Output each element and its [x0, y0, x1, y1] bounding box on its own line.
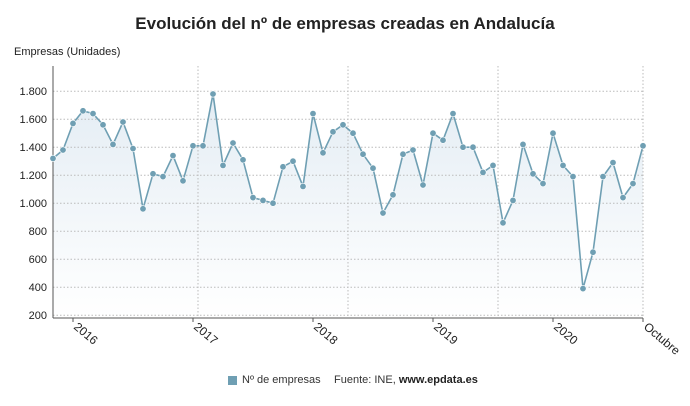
- data-point: [69, 119, 77, 127]
- source-note: Fuente: INE, www.epdata.es: [334, 374, 478, 386]
- data-point: [469, 143, 477, 151]
- data-point: [499, 219, 507, 227]
- data-point: [509, 196, 517, 204]
- y-tick-label: 800: [29, 226, 47, 238]
- source-prefix: Fuente: INE,: [334, 374, 399, 386]
- y-tick-label: 400: [29, 282, 47, 294]
- data-point: [429, 129, 437, 137]
- data-point: [109, 140, 117, 148]
- y-tick-label: 600: [29, 254, 47, 266]
- data-point: [379, 209, 387, 217]
- data-point: [399, 150, 407, 158]
- data-point: [559, 161, 567, 169]
- x-tick-label: 2018: [311, 320, 341, 348]
- data-point: [369, 164, 377, 172]
- data-point: [609, 159, 617, 167]
- data-point: [229, 139, 237, 147]
- data-point: [579, 285, 587, 293]
- data-point: [289, 157, 297, 165]
- data-point: [449, 110, 457, 118]
- data-point: [629, 180, 637, 188]
- data-point: [599, 173, 607, 181]
- data-point: [159, 173, 167, 181]
- data-point: [59, 146, 67, 154]
- data-point: [199, 142, 207, 150]
- data-point: [89, 110, 97, 118]
- data-point: [389, 191, 397, 199]
- data-point: [249, 194, 257, 202]
- data-point: [99, 121, 107, 129]
- legend[interactable]: Nº de empresas: [228, 374, 321, 386]
- data-point: [439, 136, 447, 144]
- data-point: [639, 142, 647, 150]
- data-point: [129, 145, 137, 153]
- data-point: [569, 173, 577, 181]
- y-tick-label: 1.800: [19, 86, 47, 98]
- y-tick-label: 1.000: [19, 198, 47, 210]
- data-point: [409, 146, 417, 154]
- data-point: [49, 154, 57, 162]
- data-point: [489, 161, 497, 169]
- data-point: [279, 163, 287, 171]
- y-axis-label: Empresas (Unidades): [14, 46, 121, 58]
- data-point: [149, 170, 157, 178]
- data-point: [549, 129, 557, 137]
- data-point: [589, 248, 597, 256]
- legend-swatch: [228, 375, 237, 385]
- data-point: [299, 182, 307, 190]
- data-point: [209, 90, 217, 98]
- y-tick-label: 1.200: [19, 170, 47, 182]
- x-tick-label: 2020: [551, 320, 581, 348]
- data-point: [269, 199, 277, 207]
- data-point: [139, 205, 147, 213]
- data-point: [359, 150, 367, 158]
- y-tick-label: 1.400: [19, 142, 47, 154]
- x-tick-label: 2016: [71, 320, 101, 348]
- x-tick-label: 2019: [431, 320, 461, 348]
- data-point: [529, 170, 537, 178]
- series-line: [52, 93, 644, 290]
- data-point: [459, 143, 467, 151]
- y-tick-label: 200: [29, 310, 47, 322]
- data-point: [339, 121, 347, 129]
- legend-label: Nº de empresas: [242, 374, 321, 386]
- data-point: [519, 140, 527, 148]
- data-point: [309, 110, 317, 118]
- data-point: [319, 149, 327, 157]
- data-point: [79, 107, 87, 115]
- data-point: [539, 180, 547, 188]
- data-point: [169, 152, 177, 160]
- data-point: [479, 168, 487, 176]
- data-point: [119, 118, 127, 126]
- data-point: [239, 156, 247, 164]
- x-tick-label: 2017: [191, 320, 221, 348]
- chart-title: Evolución del nº de empresas creadas en …: [135, 14, 555, 33]
- source-site: www.epdata.es: [398, 374, 478, 386]
- x-tick-label: Octubre: [641, 320, 683, 358]
- data-point: [259, 196, 267, 204]
- data-point: [219, 161, 227, 169]
- data-point: [349, 129, 357, 137]
- data-point: [419, 181, 427, 189]
- data-point: [329, 128, 337, 136]
- y-tick-label: 1.600: [19, 114, 47, 126]
- data-point: [619, 194, 627, 202]
- data-point: [189, 142, 197, 150]
- data-point: [179, 177, 187, 185]
